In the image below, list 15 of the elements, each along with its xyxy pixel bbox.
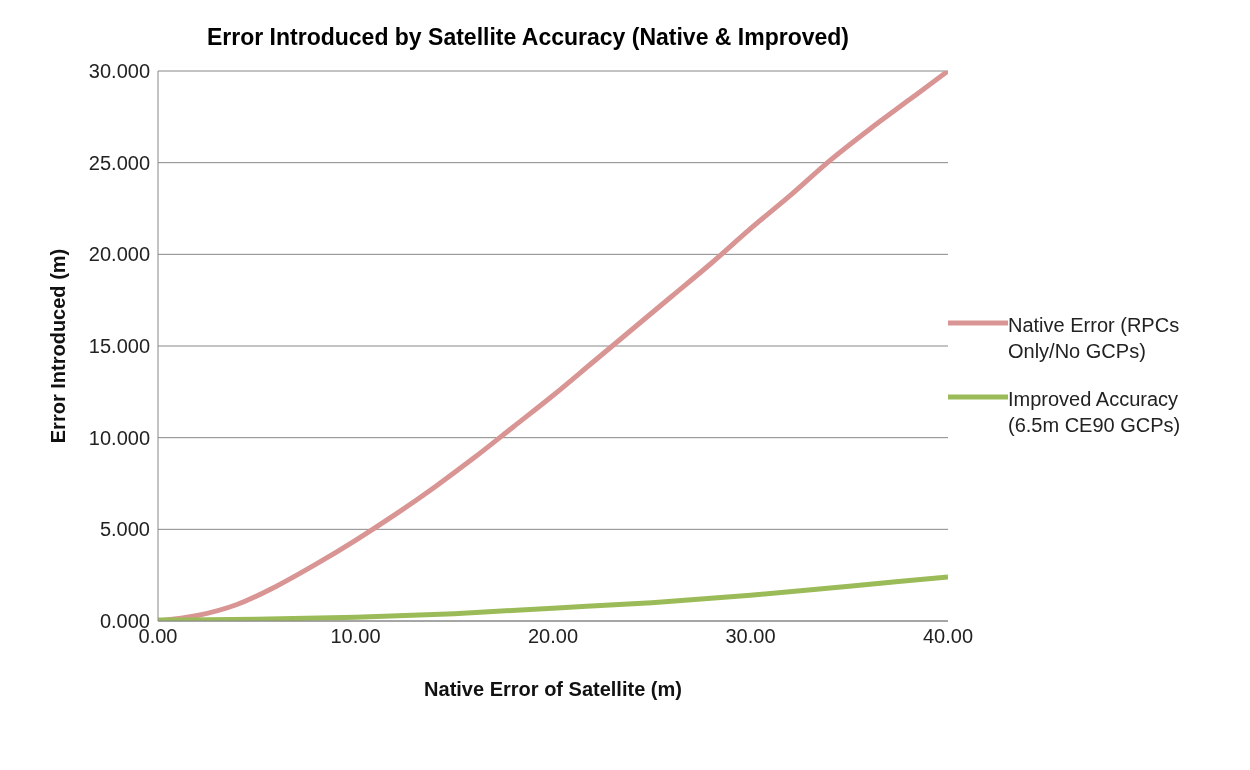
y-tick-label: 20.000	[88, 243, 150, 266]
legend-label: Improved Accuracy (6.5m CE90 GCPs)	[1008, 387, 1182, 438]
chart-title: Error Introduced by Satellite Accuracy (Native & Improved)	[205, 24, 850, 51]
legend-label: Native Error (RPCs Only/No GCPs)	[1008, 313, 1181, 364]
x-tick-label: 10.00	[330, 625, 381, 648]
y-tick-label: 25.000	[88, 151, 150, 174]
y-tick-label: 30.000	[88, 60, 150, 83]
x-tick-label: 20.00	[527, 625, 579, 648]
y-tick-label: 15.000	[88, 335, 150, 358]
x-tick-label: 30.00	[725, 625, 776, 648]
x-tick-label: 40.00	[922, 625, 974, 648]
y-tick-label: 5.000	[99, 518, 150, 541]
y-tick-label: 10.000	[88, 426, 150, 449]
y-axis-title: Error Introduced (m)	[47, 248, 70, 444]
x-axis-title: Native Error of Satellite (m)	[424, 678, 682, 700]
